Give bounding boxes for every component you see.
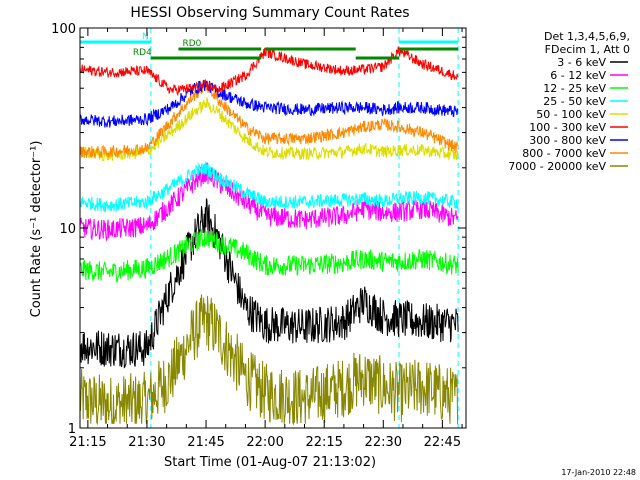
x-tick-label-6: 22:45 [424, 435, 461, 450]
y-tick-label-1: 10 [59, 222, 76, 237]
x-tick-label-2: 21:45 [187, 435, 224, 450]
series-line-0 [79, 198, 459, 369]
plot-area [80, 28, 466, 428]
x-tick-label-0: 21:15 [69, 435, 106, 450]
legend: Det 1,3,4,5,6,9,FDecim 1, Att 03 - 6 keV… [508, 30, 630, 173]
legend-label-8: 7000 - 20000 keV [508, 160, 606, 173]
series-line-1 [79, 162, 459, 242]
legend-label-4: 50 - 100 keV [536, 108, 606, 121]
legend-label-5: 100 - 300 keV [529, 121, 606, 134]
chart-title: HESSI Observing Summary Count Rates [130, 5, 409, 21]
flag-label-rd0: RD0 [182, 39, 201, 49]
flag-label-rd4: RD4 [133, 48, 152, 58]
legend-header-0: Det 1,3,4,5,6,9, [544, 30, 630, 43]
flag-bars: N RD0 RD4 [80, 32, 459, 60]
series-line-8 [79, 294, 459, 426]
legend-label-3: 25 - 50 keV [543, 95, 606, 108]
series-line-3 [79, 161, 459, 212]
series-line-2 [79, 228, 459, 283]
legend-header-1: FDecim 1, Att 0 [545, 43, 630, 56]
x-tick-label-3: 22:00 [246, 435, 283, 450]
y-tick-label-0: 1 [68, 422, 76, 437]
legend-label-7: 800 - 7000 keV [522, 147, 606, 160]
x-axis-label: Start Time (01-Aug-07 21:13:02) [164, 455, 376, 470]
x-tick-label-1: 21:30 [128, 435, 165, 450]
date-stamp: 17-Jan-2010 22:48 [561, 468, 636, 477]
y-axis-label: Count Rate (s⁻¹ detector⁻¹) [29, 141, 44, 318]
series-line-7 [79, 78, 459, 159]
legend-label-2: 12 - 25 keV [543, 82, 606, 95]
series-layer [79, 46, 459, 426]
x-tick-label-4: 22:15 [305, 435, 342, 450]
legend-label-0: 3 - 6 keV [557, 56, 606, 69]
legend-label-6: 300 - 800 keV [529, 134, 606, 147]
legend-label-1: 6 - 12 keV [550, 69, 606, 82]
plot-background [80, 28, 466, 428]
x-tick-label-5: 22:30 [365, 435, 402, 450]
axes: 1 10 100 21:15 21:30 21:45 22:00 22:15 22:30 22:4… [51, 22, 467, 450]
series-line-6 [79, 79, 459, 128]
flag-label-n: N [142, 32, 149, 42]
y-tick-label-2: 100 [51, 22, 76, 37]
